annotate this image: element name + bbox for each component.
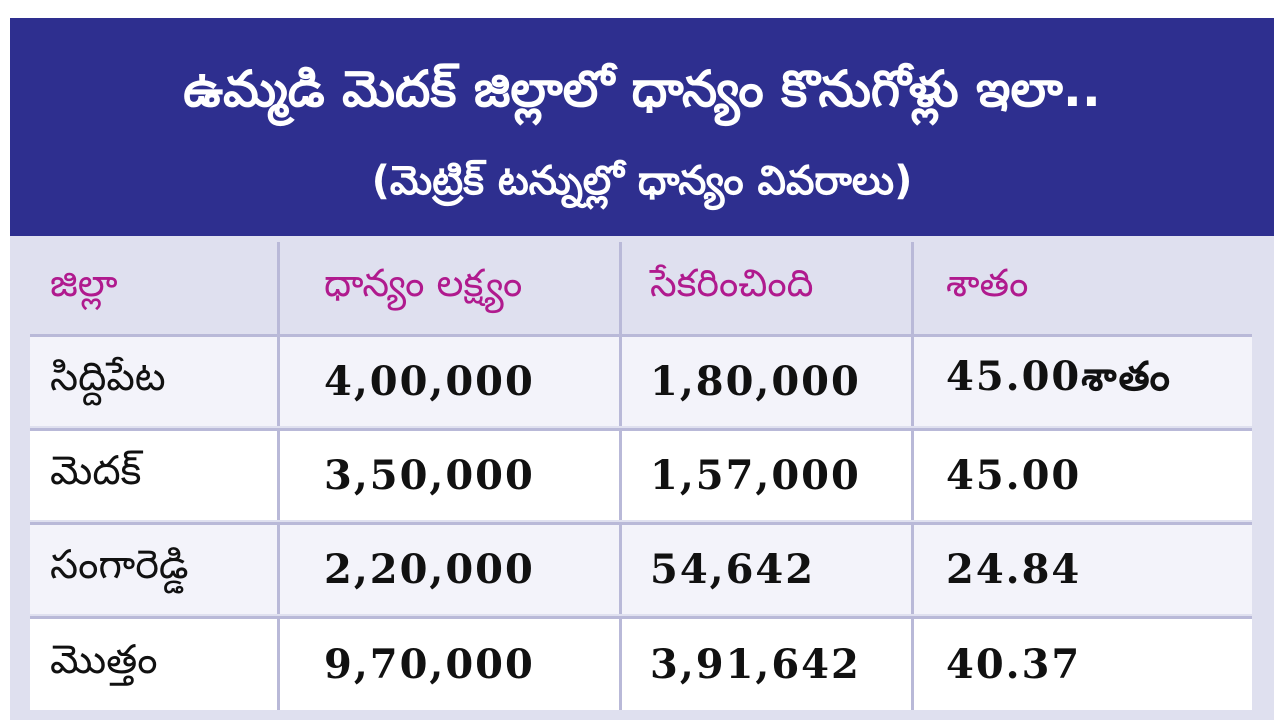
header-banner: ఉమ్మడి మెదక్ జిల్లాలో ధాన్యం కొనుగోళ్లు … xyxy=(10,18,1274,236)
page-title: ఉమ్మడి మెదక్ జిల్లాలో ధాన్యం కొనుగోళ్లు … xyxy=(183,60,1101,118)
district-cell: సిద్దిపేట xyxy=(30,337,280,426)
percent-cell: 45.00 xyxy=(946,452,1082,499)
target-cell: 2,20,000 xyxy=(280,525,622,614)
column-header-target: ధాన్యం లక్ష్యం xyxy=(280,242,622,334)
district-cell: సంగారెడ్డి xyxy=(30,525,280,614)
procurement-table: జిల్లా ధాన్యం లక్ష్యం సేకరించింది శాతం స… xyxy=(30,242,1252,716)
page-subtitle: (మెట్రిక్ టన్నుల్లో ధాన్యం వివరాలు) xyxy=(371,158,913,204)
procured-cell: 1,57,000 xyxy=(622,431,914,520)
column-header-procured: సేకరించింది xyxy=(622,242,914,334)
district-cell: మెదక్ xyxy=(30,431,280,520)
target-cell: 3,50,000 xyxy=(280,431,622,520)
table-row: సిద్దిపేట 4,00,000 1,80,000 45.00శాతం xyxy=(30,334,1252,426)
table-row: మెదక్ 3,50,000 1,57,000 45.00 xyxy=(30,428,1252,520)
percent-cell: 24.84 xyxy=(946,546,1082,593)
table-header-row: జిల్లా ధాన్యం లక్ష్యం సేకరించింది శాతం xyxy=(30,242,1252,334)
column-header-percent: శాతం xyxy=(946,261,1029,305)
procured-cell: 1,80,000 xyxy=(622,337,914,426)
table-row: సంగారెడ్డి 2,20,000 54,642 24.84 xyxy=(30,522,1252,614)
table-row-total: మొత్తం 9,70,000 3,91,642 40.37 xyxy=(30,616,1252,710)
procured-cell: 3,91,642 xyxy=(622,619,914,710)
percent-cell: 40.37 xyxy=(946,641,1082,688)
district-cell: మొత్తం xyxy=(30,619,280,710)
procured-cell: 54,642 xyxy=(622,525,914,614)
target-cell: 9,70,000 xyxy=(280,619,622,710)
column-header-district: జిల్లా xyxy=(30,242,280,334)
percent-cell: 45.00శాతం xyxy=(946,353,1172,400)
target-cell: 4,00,000 xyxy=(280,337,622,426)
